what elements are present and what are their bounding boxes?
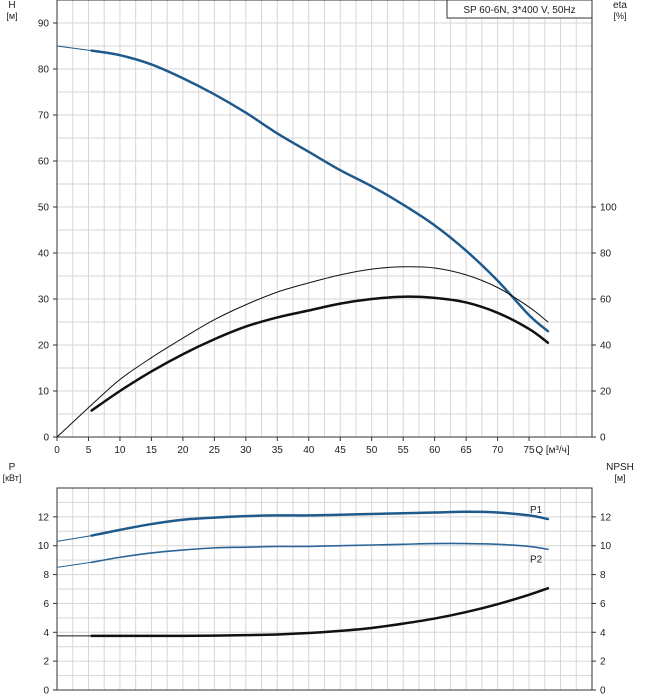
- x-tick-label: 35: [272, 445, 284, 456]
- top-left-tick-label: 50: [38, 203, 50, 214]
- top-left-tick-label: 30: [38, 295, 50, 306]
- top-left-tick-label: 20: [38, 341, 50, 352]
- x-tick-label: 60: [429, 445, 441, 456]
- series-P1-extension: [56, 535, 92, 542]
- series-NPSH-line: [90, 587, 550, 638]
- x-tick-label: 50: [366, 445, 378, 456]
- series-eta_thin-extension: [56, 404, 92, 438]
- title-box: [446, 0, 593, 19]
- head-efficiency-panel: 0102030405060708090020406080100H[м]eta[%…: [6, 0, 627, 456]
- top-left-tick-label: 40: [38, 249, 50, 260]
- bottom-left-tick-label: 4: [43, 628, 49, 639]
- bottom-left-tick-label: 10: [38, 541, 50, 552]
- top-right-tick-label: 60: [600, 295, 612, 306]
- top-left-axis-unit: [м]: [6, 11, 17, 21]
- bottom-left-tick-label: 12: [38, 512, 50, 523]
- series-P2-line: [90, 542, 549, 564]
- bottom-right-tick-label: 8: [600, 570, 606, 581]
- bottom-left-tick-label: 2: [43, 657, 49, 668]
- top-right-tick-label: 0: [600, 433, 606, 444]
- x-tick-label: 30: [240, 445, 252, 456]
- x-tick-label: 45: [335, 445, 347, 456]
- top-left-tick-label: 70: [38, 111, 50, 122]
- x-tick-label: 5: [86, 445, 92, 456]
- bottom-left-axis-label: P: [9, 462, 16, 473]
- bottom-right-axis-unit: [м]: [614, 473, 625, 483]
- bottom-left-tick-label: 6: [43, 599, 49, 610]
- series-P2-label: P2: [530, 554, 543, 565]
- x-tick-label: 70: [492, 445, 504, 456]
- x-tick-label: 0: [54, 445, 60, 456]
- power-npsh-panel: 0 2 4 6 8 10 12 0 2 4 6 8 10 12 P[кВт] NPSH[м] P1 P2: [3, 462, 634, 697]
- top-right-axis-unit: [%]: [613, 11, 626, 21]
- x-tick-label: 65: [461, 445, 473, 456]
- series-eta-line: [90, 295, 550, 412]
- series-P2-extension: [56, 561, 92, 568]
- top-right-tick-label: 80: [600, 249, 612, 260]
- x-tick-label: 40: [303, 445, 315, 456]
- bottom-right-tick-label: 2: [600, 657, 606, 668]
- top-left-axis-label: H: [8, 0, 15, 11]
- series-eta_thin-line: [91, 266, 549, 406]
- top-left-tick-label: 60: [38, 157, 50, 168]
- bottom-right-tick-label: 0: [600, 686, 606, 697]
- bottom-right-tick-label: 4: [600, 628, 606, 639]
- top-right-tick-label: 100: [600, 203, 617, 214]
- top-left-tick-label: 90: [38, 19, 50, 30]
- top-left-tick-label: 0: [43, 433, 49, 444]
- title-box-text: SP 60-6N, 3*400 V, 50Hz: [463, 5, 575, 16]
- bottom-right-tick-label: 10: [600, 541, 612, 552]
- x-tick-label: 55: [398, 445, 410, 456]
- series-H-line: [90, 49, 550, 333]
- top-right-tick-label: 20: [600, 387, 612, 398]
- bottom-left-tick-label: 8: [43, 570, 49, 581]
- series-H-extension: [56, 45, 92, 52]
- bottom-left-tick-label: 0: [43, 686, 49, 697]
- x-tick-label: 10: [114, 445, 126, 456]
- top-right-axis-label: eta: [613, 0, 627, 11]
- bottom-right-tick-label: 12: [600, 512, 612, 523]
- x-axis-label: Q [м³/ч]: [535, 445, 570, 456]
- series-P1-line: [90, 510, 550, 537]
- top-left-tick-label: 80: [38, 65, 50, 76]
- x-tick-label: 20: [177, 445, 189, 456]
- bottom-right-tick-label: 6: [600, 599, 606, 610]
- top-left-tick-label: 10: [38, 387, 50, 398]
- x-tick-label: 15: [146, 445, 158, 456]
- x-tick-label: 75: [523, 445, 535, 456]
- top-plot-frame: [56, 0, 593, 438]
- bottom-left-axis-unit: [кВт]: [3, 473, 22, 483]
- bottom-right-axis-label: NPSH: [606, 462, 634, 473]
- x-tick-label: 25: [209, 445, 221, 456]
- bottom-plot-frame: [56, 487, 593, 691]
- series-P1-label: P1: [530, 505, 543, 516]
- top-right-tick-label: 40: [600, 341, 612, 352]
